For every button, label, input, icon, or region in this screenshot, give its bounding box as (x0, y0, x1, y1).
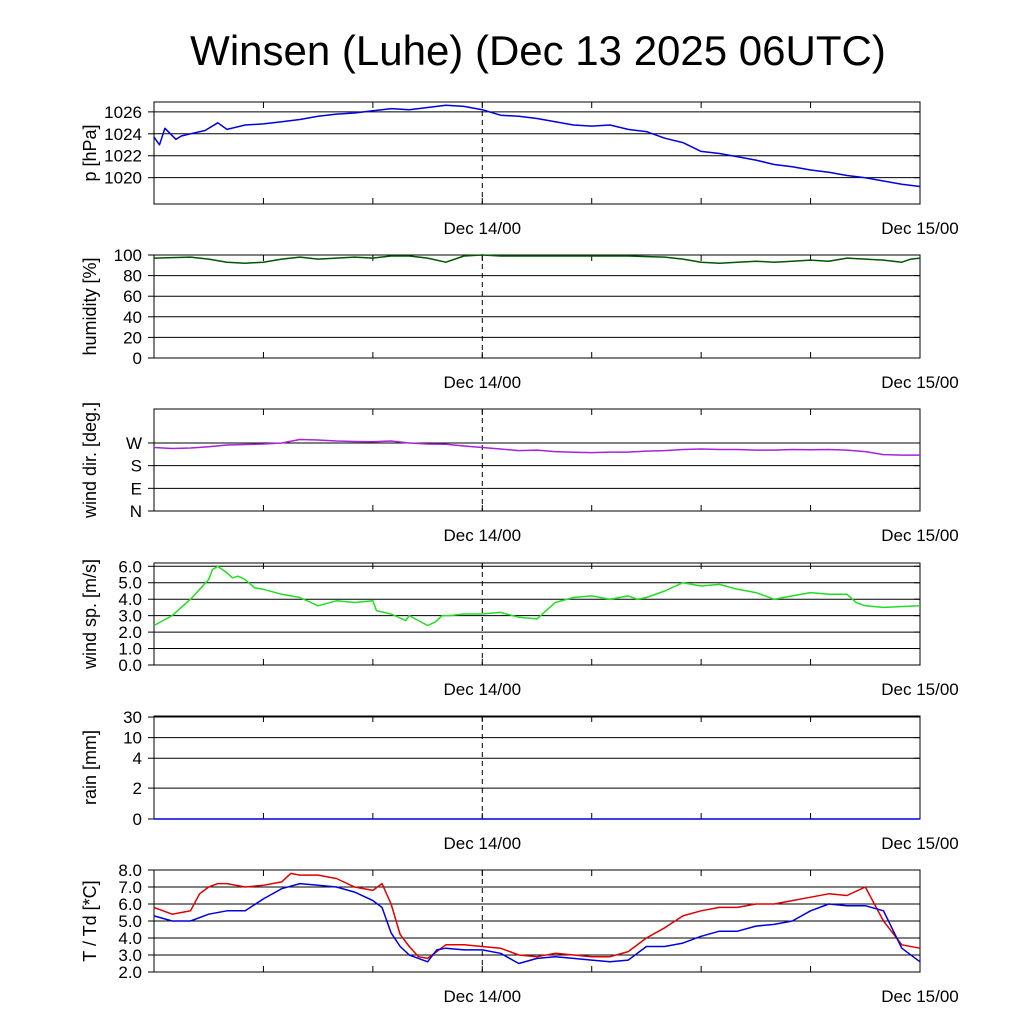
x-tick-label: Dec 15/00 (881, 219, 959, 238)
y-axis-label: rain [mm] (80, 730, 100, 805)
x-tick-label: Dec 15/00 (881, 987, 959, 1006)
panel-5: 2.03.04.05.06.07.08.0 Dec 14/00 Dec 15/00 T… (80, 861, 959, 1006)
y-axis-label: humidity [%] (80, 257, 100, 355)
y-axis-label: T / Td [*C] (80, 880, 100, 961)
y-tick-label: 1.0 (118, 640, 142, 659)
series-line-humidity (153, 254, 921, 264)
y-tick-label: 6.0 (118, 895, 142, 914)
plot-frame (153, 562, 921, 666)
y-tick-label: 4.0 (118, 929, 142, 948)
series-line-dewpoint (153, 882, 921, 965)
y-tick-label: 80 (123, 267, 142, 286)
y-tick-label: 8.0 (118, 861, 142, 880)
y-tick-label: 2.0 (118, 963, 142, 982)
y-tick-label: 0 (133, 349, 142, 368)
x-tick-label: Dec 15/00 (881, 680, 959, 699)
plot-frame (153, 254, 921, 359)
y-tick-label: 40 (123, 308, 142, 327)
y-tick-label: 10 (123, 729, 142, 748)
y-tick-label: 5.0 (118, 912, 142, 931)
y-tick-label: 3.0 (118, 607, 142, 626)
y-tick-label: 30 (123, 708, 142, 727)
y-tick-label: 1026 (104, 103, 142, 122)
y-tick-label: 7.0 (118, 878, 142, 897)
x-tick-label: Dec 14/00 (444, 834, 522, 853)
x-tick-label: Dec 14/00 (444, 526, 522, 545)
y-tick-label: 60 (123, 287, 142, 306)
y-tick-label: N (130, 502, 142, 521)
y-tick-label: 0 (133, 810, 142, 829)
y-tick-label: 6.0 (118, 557, 142, 576)
y-tick-label: 0.0 (118, 656, 142, 675)
chart-title: Winsen (Luhe) (Dec 13 2025 06UTC) (190, 27, 886, 74)
plot-frame (153, 715, 921, 820)
y-tick-label: 2.0 (118, 623, 142, 642)
y-tick-label: 100 (114, 246, 142, 265)
y-tick-label: W (126, 434, 142, 453)
plot-frame (153, 101, 921, 205)
y-tick-label: 3.0 (118, 946, 142, 965)
plot-frame (153, 408, 921, 512)
x-tick-label: Dec 15/00 (881, 526, 959, 545)
x-tick-label: Dec 14/00 (444, 987, 522, 1006)
y-tick-label: E (131, 479, 142, 498)
y-tick-label: 1020 (104, 169, 142, 188)
series-line-wind_dir (153, 438, 920, 456)
x-tick-label: Dec 15/00 (881, 373, 959, 392)
y-tick-label: 1022 (104, 147, 142, 166)
x-tick-label: Dec 14/00 (444, 680, 522, 699)
y-tick-label: 5.0 (118, 574, 142, 593)
panel-4: 0 2 410 30 Dec 14/00 Dec 15/00 rain [mm] (80, 708, 959, 853)
x-tick-label: Dec 14/00 (444, 219, 522, 238)
y-tick-label: S (131, 457, 142, 476)
y-tick-label: 4 (133, 749, 142, 768)
y-tick-label: 20 (123, 328, 142, 347)
x-tick-label: Dec 14/00 (444, 373, 522, 392)
panel-3: 0.01.02.03.04.05.06.0 Dec 14/00 Dec 15/00 w… (80, 557, 959, 699)
panel-0: 1020 1022 1024 1026 Dec 14/00 Dec 15/00 p [hPa… (80, 101, 959, 238)
y-tick-label: 2 (133, 779, 142, 798)
series-line-temperature (153, 872, 921, 960)
series-line-wind_speed (153, 565, 921, 627)
y-tick-label: 1024 (104, 125, 142, 144)
y-tick-label: 4.0 (118, 590, 142, 609)
x-tick-label: Dec 15/00 (881, 834, 959, 853)
y-axis-label: p [hPa] (80, 124, 100, 181)
series-line-pressure (153, 104, 921, 188)
y-axis-label: wind dir. [deg.] (80, 402, 100, 519)
y-axis-label: wind sp. [m/s] (80, 559, 100, 670)
